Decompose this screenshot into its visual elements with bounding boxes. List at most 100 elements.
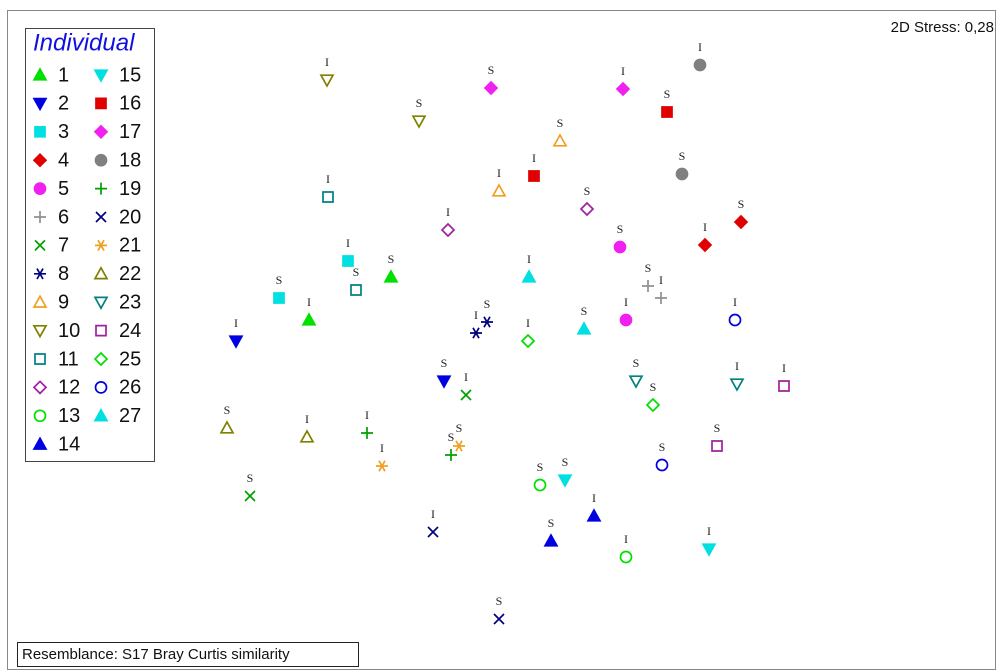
point — [619, 550, 633, 564]
legend-label: 4 — [58, 149, 69, 171]
point-label: I — [698, 40, 702, 54]
legend-marker — [32, 294, 48, 308]
point-label: S — [488, 63, 495, 77]
point-label: I — [621, 64, 625, 78]
point — [675, 167, 689, 181]
point-label: S — [714, 421, 721, 435]
legend-marker — [93, 69, 109, 83]
point — [342, 255, 354, 267]
legend-label: 9 — [58, 291, 69, 313]
point-label: I — [464, 370, 468, 384]
point — [528, 170, 540, 182]
point — [436, 375, 452, 389]
point — [244, 490, 256, 502]
point — [586, 508, 602, 522]
legend-label: 15 — [119, 64, 141, 86]
legend-label: 13 — [58, 405, 80, 427]
legend-marker — [32, 152, 48, 168]
point-label: S — [448, 430, 455, 444]
point — [557, 474, 573, 488]
legend-label: 14 — [58, 433, 80, 455]
point — [219, 420, 235, 434]
legend-marker — [94, 381, 108, 394]
point — [383, 269, 399, 283]
legend-marker — [32, 436, 48, 450]
point — [322, 191, 334, 203]
point — [491, 183, 507, 197]
legend-label: 12 — [58, 377, 80, 399]
point — [655, 458, 669, 472]
point-label: I — [735, 359, 739, 373]
point — [552, 133, 568, 147]
point — [445, 449, 457, 461]
point-label: S — [247, 471, 254, 485]
point-label: I — [234, 316, 238, 330]
point — [733, 214, 749, 230]
legend-marker — [95, 324, 107, 337]
point — [521, 269, 537, 283]
legend-marker — [95, 239, 107, 252]
point-label: I — [446, 205, 450, 219]
point — [361, 427, 373, 439]
point — [470, 327, 482, 339]
point-label: I — [707, 524, 711, 538]
legend-marker — [32, 67, 48, 81]
legend-label: 8 — [58, 263, 69, 285]
point — [228, 335, 244, 349]
legend-label: 18 — [119, 149, 141, 171]
legend-marker — [34, 268, 46, 280]
legend-marker — [95, 97, 107, 110]
point — [427, 526, 439, 538]
point-label: S — [456, 421, 463, 435]
legend-label: 7 — [58, 235, 69, 257]
point — [645, 397, 661, 413]
point-label: I — [624, 532, 628, 546]
point-label: I — [325, 55, 329, 69]
point-label: I — [326, 172, 330, 186]
point-label: S — [353, 265, 360, 279]
point-label: S — [537, 460, 544, 474]
legend-label: 1 — [58, 64, 69, 86]
point-label: I — [733, 295, 737, 309]
legend-label: 26 — [119, 377, 141, 399]
point-label: I — [365, 408, 369, 422]
point — [376, 460, 388, 472]
point — [350, 284, 362, 296]
legend-label: 21 — [119, 235, 141, 257]
legend-label: 6 — [58, 206, 69, 228]
point — [460, 389, 472, 401]
point — [543, 533, 559, 547]
legend-label: 3 — [58, 121, 69, 143]
legend-marker — [33, 409, 47, 423]
legend-label: 25 — [119, 348, 141, 370]
legend-label: 23 — [119, 291, 141, 313]
point — [619, 313, 633, 327]
point-label: S — [496, 594, 503, 608]
legend-marker — [93, 124, 109, 140]
legend-marker — [34, 125, 46, 138]
point — [728, 313, 742, 327]
point — [440, 222, 456, 238]
legend-marker — [32, 324, 48, 339]
point-label: I — [497, 166, 501, 180]
legend-label: 5 — [58, 178, 69, 200]
point-label: S — [224, 403, 231, 417]
point-label: I — [624, 295, 628, 309]
point-label: I — [532, 151, 536, 165]
legend-marker — [34, 353, 46, 365]
point-label: I — [380, 441, 384, 455]
point — [579, 201, 595, 217]
legend-marker — [93, 408, 109, 422]
point-label: I — [659, 273, 663, 287]
point — [655, 292, 667, 304]
point-label: S — [548, 516, 555, 530]
legend-title: Individual — [33, 29, 135, 56]
point-label: I — [592, 491, 596, 505]
legend-marker — [93, 266, 109, 280]
point — [642, 280, 654, 292]
point-label: I — [526, 316, 530, 330]
point — [481, 316, 493, 328]
point — [729, 378, 745, 392]
legend-label: 2 — [58, 93, 69, 115]
